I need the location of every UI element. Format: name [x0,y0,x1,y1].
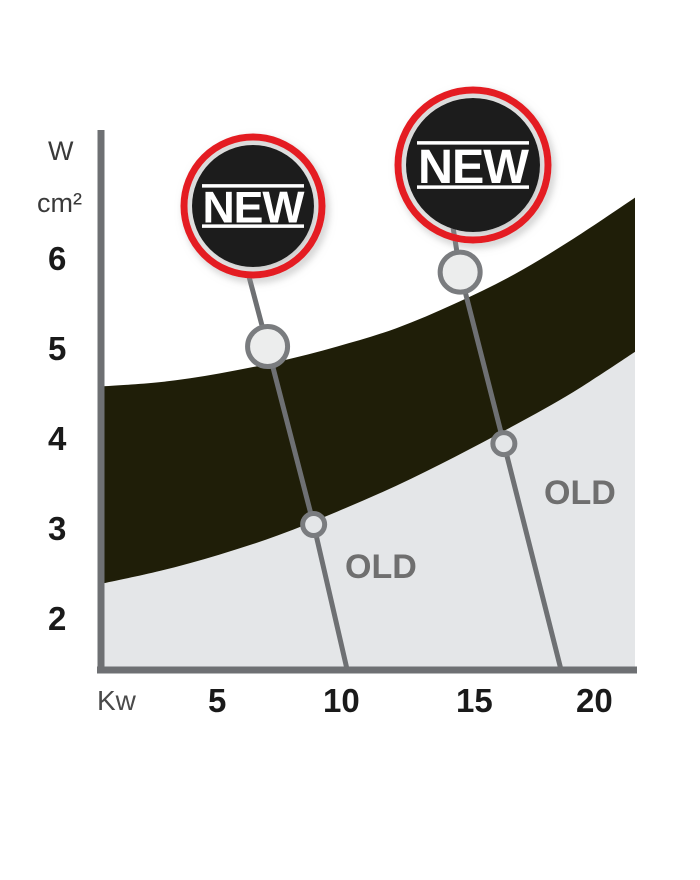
y-axis-unit-numerator: W [48,136,74,166]
new-badge-small-text: NEW [202,184,305,233]
y-axis-unit-denominator: cm² [37,188,82,218]
y-tick-label-2: 2 [48,600,66,637]
x-tick-label-20: 20 [576,682,613,719]
connector-2-old-marker[interactable] [490,430,518,458]
x-tick-label-15: 15 [456,682,493,719]
connector-2-new-marker[interactable] [437,249,483,295]
new-badge-small-ring [180,133,326,279]
connector-1-line [246,272,350,671]
new-band-region [101,197,635,584]
connector-1-old-marker[interactable] [300,511,328,539]
new-badge-large: NEW [394,86,552,244]
new-badge-small: NEW [180,133,326,279]
new-badge-large-ring [394,86,552,244]
old-annotation-2: OLD [544,474,616,512]
x-tick-label-5: 5 [208,682,226,719]
x-tick-label-10: 10 [323,682,360,719]
x-axis-label: Kw [97,685,137,716]
y-tick-label-5: 5 [48,330,66,367]
y-tick-label-3: 3 [48,510,66,547]
new-badge-small-disc [192,145,314,267]
old-area-region [101,351,635,668]
connector-1-new-marker[interactable] [245,324,291,370]
connector-lines-group [245,202,564,671]
new-badges-group: NEW NEW [180,86,552,279]
y-tick-label-4: 4 [48,420,67,457]
new-badge-large-text: NEW [418,140,529,194]
y-tick-label-6: 6 [48,240,66,277]
connector-1 [245,272,350,671]
old-annotation-1: OLD [345,548,417,586]
new-badge-large-disc [406,98,540,232]
plot-area [101,197,635,668]
